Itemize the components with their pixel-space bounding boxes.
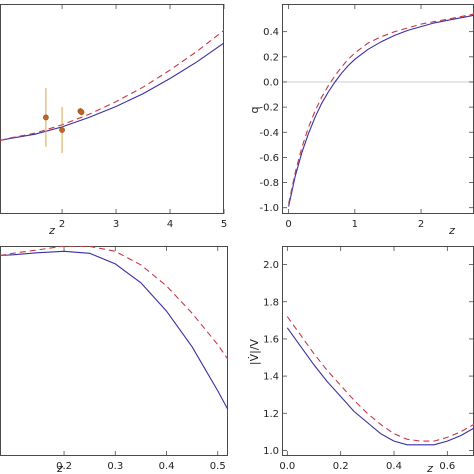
y-tick-label: 0.4	[263, 27, 279, 38]
y-tick-label: 0.0	[263, 77, 279, 88]
chart-panel-1: 2 3 4 5 z	[0, 4, 227, 237]
y-tick-label: 1.2	[263, 409, 279, 420]
y-tick-label: 0.2	[263, 52, 279, 63]
y-tick-label: 1.8	[263, 297, 279, 308]
x-tick-label: 5	[221, 219, 227, 230]
x-tick-label: 3	[113, 219, 119, 230]
plot-frame	[282, 246, 474, 456]
plot-frame	[0, 4, 224, 214]
y-tick-label: 1.4	[263, 372, 279, 383]
solid-series-line	[286, 327, 474, 446]
x-tick-label: 0.6	[439, 461, 455, 472]
y-tick-label: -0.6	[259, 153, 279, 164]
data-point	[42, 114, 49, 121]
x-tick-label: 0	[285, 219, 291, 230]
x-tick-label: 0.3	[107, 461, 123, 472]
x-axis-label: z	[56, 462, 63, 474]
y-tick-label: -0.8	[259, 178, 279, 189]
dashed-series-line	[286, 316, 474, 442]
x-tick-label: 2	[59, 219, 65, 230]
x-axis-label: z	[48, 224, 55, 237]
y-tick-label: 1.6	[263, 334, 279, 345]
chart-panel-2: 0 1 2 -1.0 -0.8 -0.6 -0.4 -0.2 0.0 0.2 0.4 z q	[248, 4, 474, 237]
x-axis-label: z	[448, 224, 455, 237]
y-tick-label: -0.4	[259, 128, 279, 139]
x-tick-label: 0.2	[333, 461, 349, 472]
y-axis-label: q	[248, 107, 261, 114]
y-tick-label: -0.2	[259, 103, 279, 114]
x-axis-label: z	[426, 462, 433, 474]
dashed-series-line	[0, 29, 224, 142]
x-tick-label: 2	[418, 219, 424, 230]
x-tick-label: 4	[167, 219, 173, 230]
dashed-series-line	[0, 246, 228, 360]
y-axis-label: |V̇|/V	[248, 338, 261, 365]
y-tick-label: 2.0	[263, 260, 279, 271]
dashed-series-line	[288, 13, 474, 205]
chart-panel-4: 0.0 0.2 0.4 0.6 1.0 1.2 1.4 1.6 1.8 2.0 z |V̇|/V	[248, 246, 474, 474]
solid-series-line	[0, 250, 228, 411]
plot-frame	[0, 246, 228, 456]
y-tick-label: -1.0	[259, 203, 279, 214]
solid-series-line	[0, 42, 224, 142]
x-tick-label: 0.2	[56, 461, 72, 472]
x-tick-label: 0.4	[159, 461, 175, 472]
x-tick-label: 0.0	[279, 461, 295, 472]
plot-frame	[282, 4, 474, 214]
x-tick-label: 1	[352, 219, 358, 230]
x-tick-label: 0.5	[210, 461, 226, 472]
chart-panel-3: 0.2 0.3 0.4 0.5 z	[0, 246, 228, 474]
x-tick-label: 0.4	[386, 461, 402, 472]
data-point	[78, 109, 85, 116]
data-point	[59, 127, 65, 133]
solid-series-line	[288, 14, 474, 207]
y-tick-label: 1.0	[263, 446, 279, 457]
